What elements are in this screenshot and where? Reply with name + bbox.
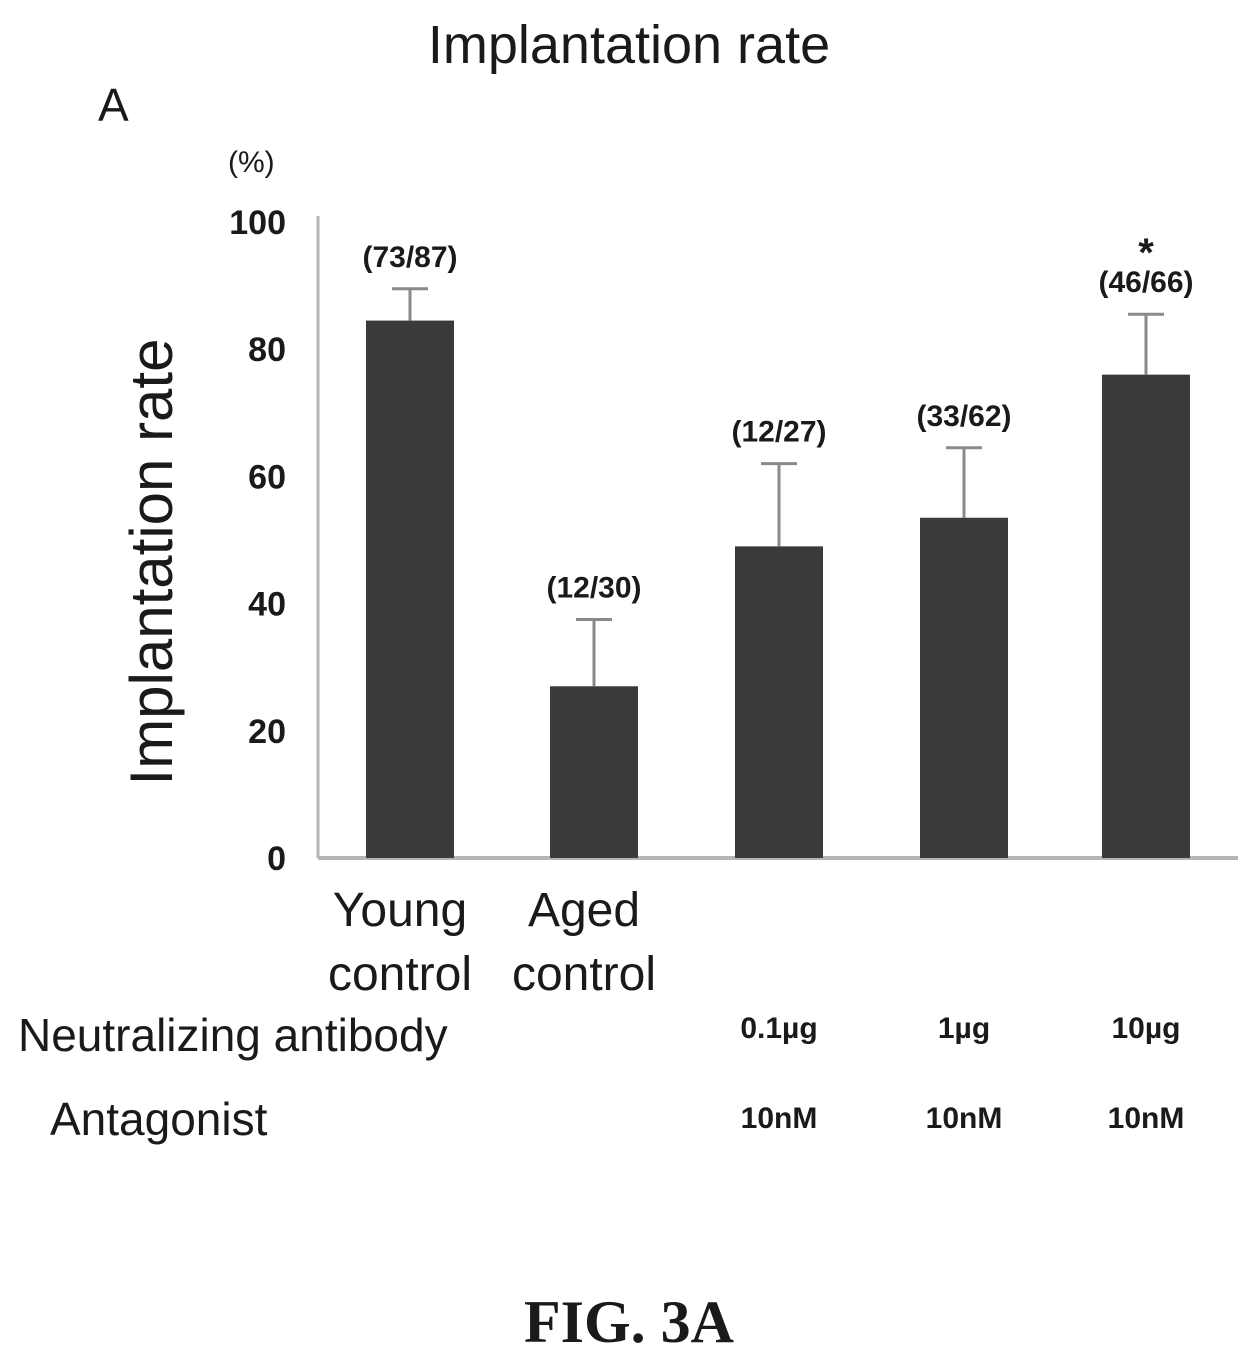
neutralizing-value: 1µg — [937, 1012, 991, 1045]
bar — [550, 686, 638, 858]
y-tick-label: 60 — [248, 458, 286, 496]
chart-title: Implantation rate — [427, 15, 831, 75]
figure-label: FIG. 3A — [524, 1289, 734, 1355]
bar — [735, 546, 823, 858]
neutralizing-value: 0.1µg — [740, 1012, 818, 1045]
neutralizing-value: 10µg — [1111, 1012, 1181, 1045]
bar — [1102, 374, 1190, 858]
y-tick-label: 40 — [248, 586, 286, 624]
antagonist-value: 10nM — [740, 1102, 818, 1135]
y-tick-label: 80 — [248, 331, 286, 369]
y-tick-label: 20 — [248, 713, 286, 751]
bar-data-label: (12/27) — [731, 416, 826, 449]
antagonist-value: 10nM — [925, 1102, 1003, 1135]
significance-marker: * — [1138, 231, 1154, 275]
bar-data-label: (33/62) — [916, 400, 1011, 433]
antagonist-label: Antagonist — [50, 1093, 268, 1145]
bar-data-label: (46/66) — [1098, 266, 1193, 299]
y-tick-label: 0 — [267, 840, 286, 878]
x-category-label: control — [328, 948, 472, 1001]
x-category-label: control — [512, 948, 656, 1001]
neutralizing-antibody-label: Neutralizing antibody — [18, 1009, 448, 1061]
bar-data-label: (12/30) — [546, 572, 641, 605]
panel-label: A — [98, 79, 129, 131]
bar-data-label: (73/87) — [362, 241, 457, 274]
y-tick-label: 100 — [229, 204, 286, 242]
y-axis-title: Implantation rate — [118, 339, 185, 786]
antagonist-value: 10nM — [1107, 1102, 1185, 1135]
x-category-label: Aged — [528, 884, 640, 937]
bar — [920, 517, 1008, 858]
bar — [366, 320, 454, 859]
x-category-label: Young — [333, 884, 467, 937]
y-axis-unit: (%) — [228, 146, 275, 179]
